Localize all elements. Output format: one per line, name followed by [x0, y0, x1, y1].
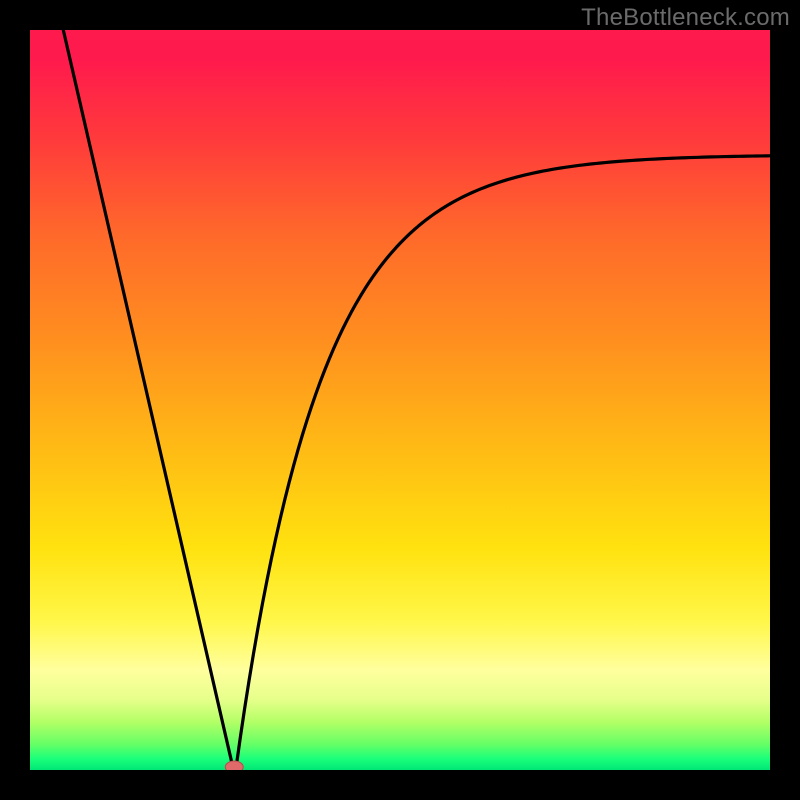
gradient-background: [30, 30, 770, 770]
minimum-marker: [225, 761, 243, 770]
plot-area: [30, 30, 770, 770]
chart-svg: [30, 30, 770, 770]
watermark-text: TheBottleneck.com: [581, 4, 790, 32]
chart-frame: TheBottleneck.com: [0, 0, 800, 800]
